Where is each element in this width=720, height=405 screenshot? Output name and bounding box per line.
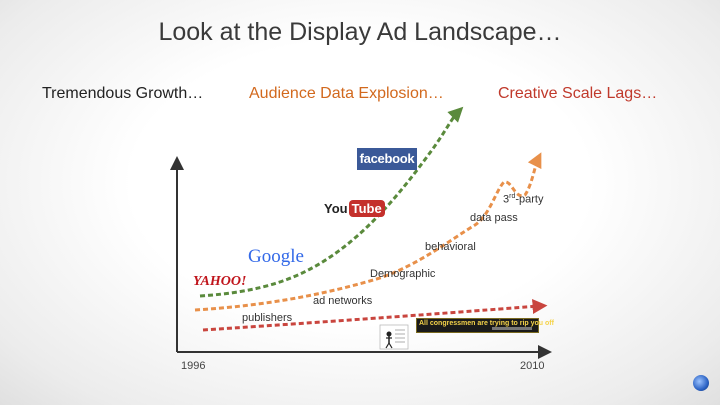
label-publishers: publishers — [242, 312, 293, 324]
facebook-logo: facebook — [357, 148, 417, 170]
google-logo-text: Google — [248, 246, 304, 267]
ad-banner-thumbnail: All congressmen are trying to rip you of… — [416, 318, 554, 333]
heading-tremendous-growth: Tremendous Growth… — [42, 85, 204, 102]
heading-creative-scale-lags: Creative Scale Lags… — [498, 85, 658, 102]
ad-banner-text: All congressmen are trying to rip you of… — [419, 320, 554, 327]
small-ad-thumbnail — [379, 324, 409, 350]
audience-data-curve — [194, 152, 542, 312]
ad-banner-subline — [492, 327, 532, 330]
third-party-number: 3 — [503, 193, 510, 206]
axis-start-year: 1996 — [181, 360, 206, 372]
youtube-logo: You Tube — [324, 200, 385, 217]
label-ad-networks: ad networks — [313, 295, 373, 307]
page-title: Look at the Display Ad Landscape… — [158, 18, 562, 46]
google-logo: Google — [248, 246, 304, 268]
axis-end-year: 2010 — [520, 360, 545, 372]
growth-curve — [199, 106, 464, 298]
youtube-you-text: You — [324, 201, 348, 216]
label-behavioral: behavioral — [425, 241, 476, 253]
globe-icon — [693, 375, 709, 391]
label-demographic: Demographic — [370, 268, 436, 280]
yahoo-logo: YAHOO! — [193, 274, 247, 289]
label-third-party: 3rd-party — [503, 193, 543, 206]
heading-audience-data-explosion: Audience Data Explosion… — [249, 85, 444, 102]
youtube-tube-text: Tube — [348, 200, 385, 217]
third-party-superscript: rd — [509, 193, 516, 200]
third-party-text: -party — [515, 193, 544, 206]
label-data-pass: data pass — [470, 212, 518, 224]
creative-scale-curve — [202, 299, 548, 332]
